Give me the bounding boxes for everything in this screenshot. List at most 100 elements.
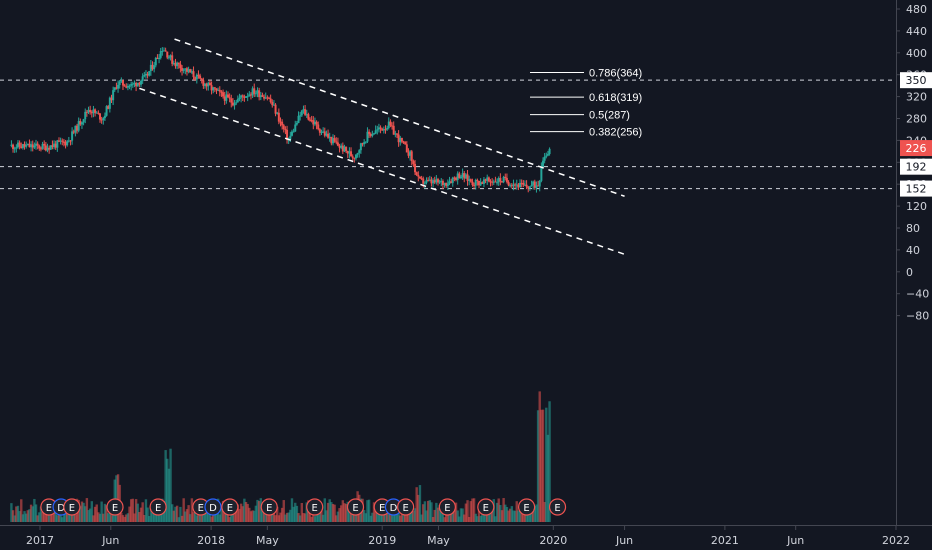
candle-body xyxy=(377,127,380,130)
candle-body xyxy=(80,122,83,125)
candle-body xyxy=(400,137,403,142)
volume-bar xyxy=(175,505,179,522)
dividend-marker[interactable]: D xyxy=(204,498,222,516)
candle-body xyxy=(307,114,310,120)
candle-body xyxy=(107,106,110,109)
volume-bar xyxy=(484,514,487,522)
candle-body xyxy=(26,143,29,146)
volume-bar xyxy=(364,513,368,522)
marker-circle xyxy=(548,498,567,516)
candle-body xyxy=(246,96,249,98)
candle-body xyxy=(200,78,203,81)
candle-body xyxy=(125,86,128,88)
marker-label: E xyxy=(352,503,358,514)
volume-bar xyxy=(507,510,510,522)
earnings-marker[interactable]: E xyxy=(106,498,124,516)
volume-bar xyxy=(180,515,184,522)
earnings-marker[interactable]: E xyxy=(260,498,278,516)
volume-bar xyxy=(151,512,154,522)
candle-body xyxy=(389,121,392,126)
price-tag-box xyxy=(900,158,932,175)
volume-bar xyxy=(466,500,469,522)
volume-bar xyxy=(195,515,199,522)
candle-body xyxy=(230,98,233,103)
volume-bar xyxy=(144,499,148,522)
candle-body xyxy=(74,125,77,133)
candle-body xyxy=(312,120,315,125)
price-tag-box xyxy=(900,180,932,197)
marker-label: E xyxy=(112,503,118,514)
volume-bar xyxy=(261,504,264,522)
earnings-marker[interactable]: E xyxy=(477,498,495,516)
volume-bar xyxy=(41,511,44,522)
volume-bar xyxy=(105,505,108,522)
volume-bar xyxy=(285,512,289,522)
candle-body xyxy=(438,181,441,183)
candle-body xyxy=(428,179,431,181)
candle-body xyxy=(212,87,215,91)
candle-body xyxy=(53,143,56,147)
candle-body xyxy=(28,143,31,148)
candle-body xyxy=(272,104,275,106)
volume-bar xyxy=(548,401,551,522)
candle-body xyxy=(297,115,300,123)
candle-body xyxy=(309,119,312,121)
candle-body xyxy=(118,81,121,85)
volume-bar xyxy=(97,512,100,522)
price-tag-label: 350 xyxy=(906,74,927,87)
candle-body xyxy=(77,121,80,131)
earnings-marker[interactable]: E xyxy=(438,498,456,516)
volume-bar xyxy=(333,504,336,522)
marker-circle xyxy=(63,498,81,516)
candle-body xyxy=(418,176,421,179)
earnings-marker[interactable]: E xyxy=(63,498,81,516)
volume-bar xyxy=(495,502,499,522)
price-tag-box xyxy=(900,72,932,89)
candle-body xyxy=(499,177,502,182)
volume-bar xyxy=(74,514,77,522)
x-axis[interactable]: 2017 Jun 2018 May 2019 May 2020 Jun 2021 Jun 2022 xyxy=(26,525,910,547)
candle-body xyxy=(281,121,284,126)
earnings-marker[interactable]: E xyxy=(397,498,415,516)
candle-body xyxy=(177,62,180,65)
volume-bar xyxy=(167,468,171,522)
candle-body xyxy=(82,119,85,123)
candle-body xyxy=(76,125,79,131)
candle-body xyxy=(502,176,505,183)
candle-body xyxy=(140,80,143,85)
candle-body xyxy=(530,185,533,187)
volume-bar xyxy=(313,516,317,522)
y-tick-label: 0 xyxy=(906,266,913,279)
candle-body xyxy=(327,133,330,138)
volume-bar xyxy=(476,516,479,522)
candle-body xyxy=(461,173,464,177)
volume-bar xyxy=(412,510,415,522)
volume-bar xyxy=(494,516,497,522)
volume-bar xyxy=(143,514,146,522)
candle-body xyxy=(453,177,456,179)
earnings-marker[interactable]: E xyxy=(221,498,239,516)
candle-body xyxy=(507,181,510,186)
candle-body xyxy=(440,180,443,182)
volume-bar xyxy=(152,508,156,522)
volume-bar xyxy=(280,507,284,522)
earnings-marker[interactable]: E xyxy=(346,498,365,516)
candle-body xyxy=(187,69,190,72)
earnings-marker[interactable]: E xyxy=(306,498,324,516)
volume-bar xyxy=(367,499,371,522)
marker-label: E xyxy=(69,503,75,514)
earnings-marker[interactable]: E xyxy=(149,498,167,516)
candle-body xyxy=(402,141,405,143)
x-tick-label: 2019 xyxy=(368,534,396,547)
candle-body xyxy=(473,184,476,186)
earnings-marker[interactable]: E xyxy=(517,498,536,516)
candle-body xyxy=(164,50,167,52)
volume-bar xyxy=(243,498,246,522)
marker-circle xyxy=(397,498,415,516)
marker-circle xyxy=(346,498,365,516)
earnings-marker[interactable]: E xyxy=(192,498,210,516)
earnings-marker[interactable]: E xyxy=(548,498,567,516)
volume-bar xyxy=(490,510,494,522)
